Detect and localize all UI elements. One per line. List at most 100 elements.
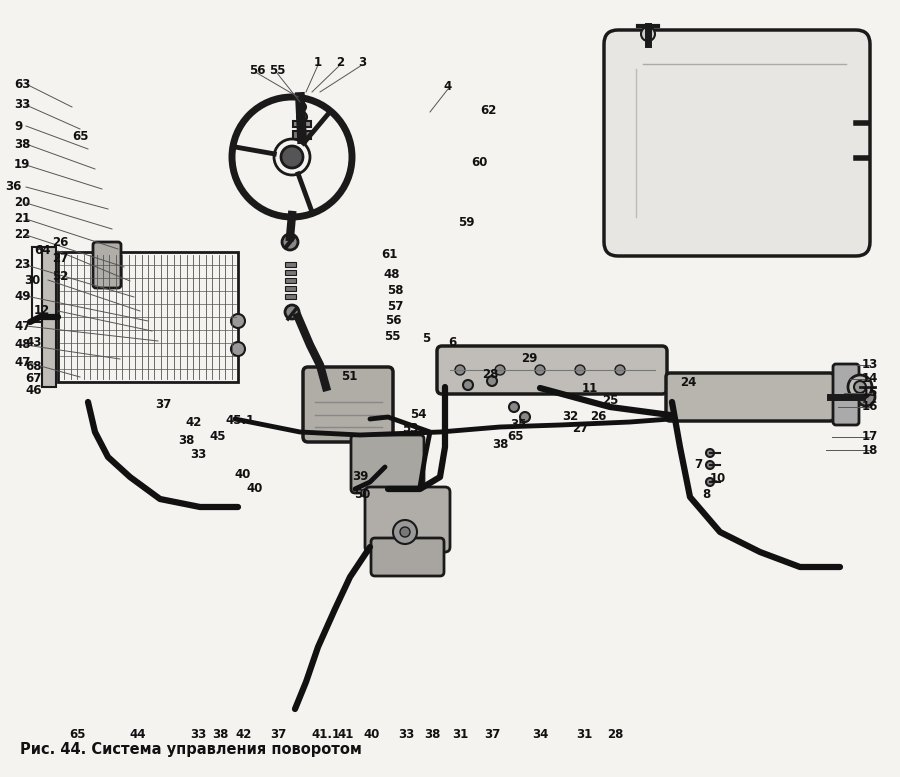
Text: 26: 26 [590, 409, 607, 423]
Text: 45: 45 [209, 430, 226, 442]
Text: 38: 38 [424, 729, 440, 741]
Text: 58: 58 [387, 284, 403, 297]
Text: 12: 12 [34, 305, 50, 318]
Text: 31: 31 [452, 729, 468, 741]
FancyBboxPatch shape [666, 373, 834, 421]
Text: 2: 2 [336, 57, 344, 69]
Text: 43: 43 [25, 336, 41, 349]
Text: 25: 25 [602, 395, 618, 407]
FancyBboxPatch shape [303, 367, 393, 442]
Text: 37: 37 [484, 729, 500, 741]
Text: 24: 24 [680, 375, 697, 388]
Bar [42, 247, 56, 387]
FancyBboxPatch shape [833, 364, 859, 425]
Text: 56: 56 [248, 64, 266, 78]
Text: 41.1: 41.1 [311, 729, 340, 741]
Text: 40: 40 [364, 729, 380, 741]
Text: 48: 48 [383, 267, 400, 280]
Circle shape [400, 527, 410, 537]
Text: 65: 65 [70, 729, 86, 741]
Text: 1: 1 [314, 57, 322, 69]
Text: 63: 63 [14, 78, 31, 90]
Text: 51: 51 [341, 371, 357, 384]
Circle shape [575, 365, 585, 375]
Text: 5: 5 [422, 333, 430, 346]
Circle shape [463, 380, 473, 390]
Text: 21: 21 [14, 212, 31, 225]
Text: 38: 38 [212, 729, 229, 741]
Text: 42: 42 [236, 729, 252, 741]
Text: 3: 3 [358, 57, 366, 69]
Text: 37: 37 [155, 399, 171, 412]
Text: 55: 55 [384, 330, 400, 343]
Text: 49: 49 [14, 290, 31, 302]
Circle shape [854, 381, 866, 393]
Text: 33: 33 [190, 448, 206, 462]
Circle shape [535, 365, 545, 375]
Text: 56: 56 [385, 315, 401, 327]
Bar [285, 270, 296, 275]
Bar [285, 294, 296, 299]
Text: 22: 22 [14, 228, 31, 242]
Circle shape [509, 402, 519, 412]
FancyBboxPatch shape [365, 487, 450, 552]
Text: 30: 30 [24, 274, 40, 287]
Text: 52: 52 [52, 270, 68, 284]
Text: 61: 61 [381, 249, 398, 262]
Text: 19: 19 [14, 159, 31, 172]
Text: 50: 50 [354, 489, 371, 501]
Text: 38: 38 [491, 438, 508, 451]
Circle shape [231, 342, 245, 356]
Circle shape [391, 489, 399, 497]
FancyBboxPatch shape [93, 242, 121, 288]
Text: 27: 27 [52, 253, 68, 266]
Text: 6: 6 [448, 336, 456, 350]
Text: 14: 14 [861, 372, 878, 385]
Text: 38: 38 [14, 138, 31, 151]
Circle shape [231, 314, 245, 328]
Text: 15: 15 [861, 386, 878, 399]
Text: 37: 37 [270, 729, 286, 741]
Text: 20: 20 [14, 197, 31, 210]
Text: 35: 35 [509, 417, 526, 430]
Text: 40: 40 [246, 483, 263, 496]
Circle shape [455, 365, 465, 375]
Text: 42: 42 [185, 416, 202, 430]
Text: 28: 28 [482, 368, 499, 382]
Text: 13: 13 [862, 358, 878, 371]
Bar [285, 286, 296, 291]
Text: 33: 33 [14, 99, 31, 112]
Text: 39: 39 [352, 471, 368, 483]
Circle shape [495, 365, 505, 375]
Circle shape [706, 478, 714, 486]
Text: 40: 40 [234, 469, 250, 482]
Text: 68: 68 [25, 361, 41, 374]
Text: 59: 59 [458, 217, 474, 229]
FancyBboxPatch shape [371, 538, 444, 576]
Text: 54: 54 [410, 407, 427, 420]
Bar [58, 252, 238, 382]
Text: 47: 47 [14, 356, 31, 368]
Text: 29: 29 [521, 353, 537, 365]
Text: 16: 16 [861, 400, 878, 413]
Circle shape [361, 489, 369, 497]
Text: 36: 36 [5, 180, 22, 193]
Text: 34: 34 [532, 729, 548, 741]
Text: 38: 38 [178, 434, 194, 447]
Text: 17: 17 [862, 430, 878, 444]
Bar [293, 121, 311, 127]
Text: 44: 44 [130, 729, 146, 741]
Text: 8: 8 [702, 489, 710, 501]
FancyBboxPatch shape [604, 30, 870, 256]
Text: 64: 64 [34, 245, 50, 257]
Text: Рис. 44. Система управления поворотом: Рис. 44. Система управления поворотом [20, 742, 362, 757]
Circle shape [641, 27, 655, 41]
Bar [293, 131, 311, 139]
Bar [285, 262, 296, 267]
Text: 33: 33 [398, 729, 414, 741]
Text: 7: 7 [694, 458, 702, 472]
Circle shape [615, 365, 625, 375]
Text: 47: 47 [14, 319, 31, 333]
Text: 65: 65 [72, 131, 88, 144]
Text: 33: 33 [190, 729, 206, 741]
